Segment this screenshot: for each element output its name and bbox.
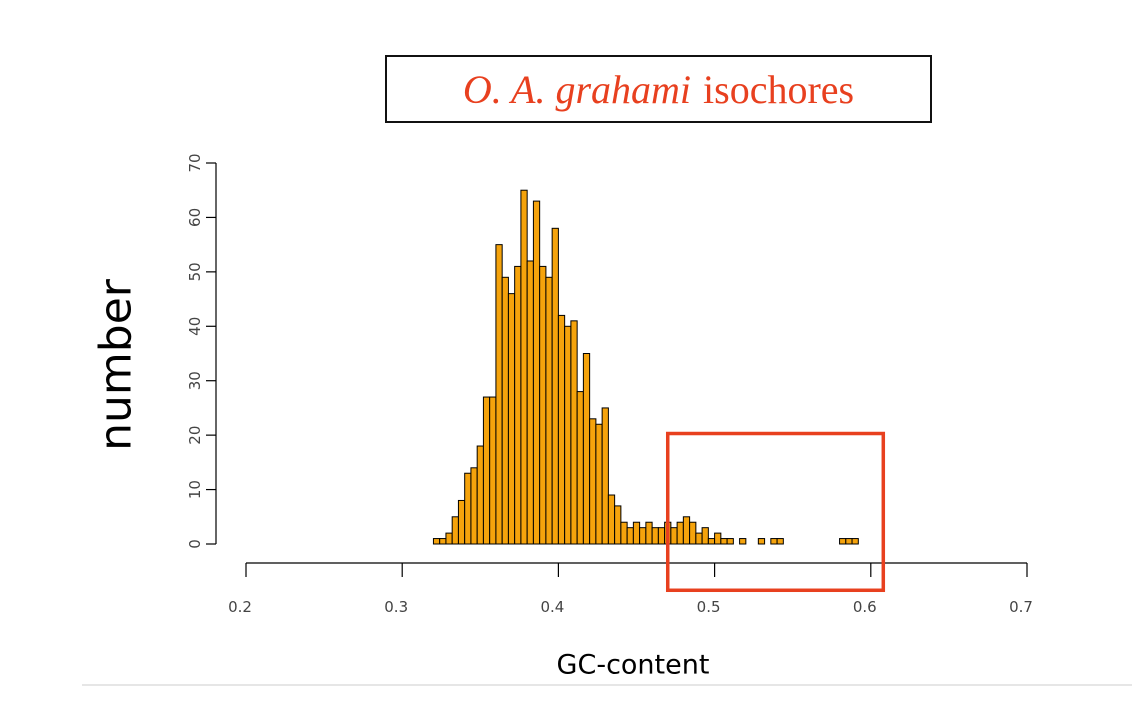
histogram-bar xyxy=(520,189,528,545)
histogram-bar xyxy=(626,527,634,545)
chart-title-rest: isochores xyxy=(703,66,855,112)
histogram-bar xyxy=(501,276,509,545)
histogram-bar xyxy=(714,532,722,545)
histogram-bar xyxy=(707,538,716,545)
histogram-bar xyxy=(739,538,747,545)
histogram-bar xyxy=(457,499,466,545)
histogram-bar xyxy=(576,391,584,545)
bottom-divider xyxy=(82,684,1132,686)
histogram-bar xyxy=(439,538,447,545)
histogram-bar xyxy=(620,521,628,545)
y-tick-label: 10 xyxy=(186,480,204,499)
chart-title-species: O. A. grahami xyxy=(462,66,692,112)
histogram-bar xyxy=(476,445,484,545)
histogram-bar xyxy=(676,521,684,545)
histogram-bar xyxy=(489,396,497,545)
x-tick-label: 0.4 xyxy=(540,598,564,616)
histogram-bar xyxy=(564,325,572,545)
histogram-bar xyxy=(689,521,697,545)
y-tick-label: 70 xyxy=(186,153,204,172)
y-tick-label: 40 xyxy=(186,317,204,336)
histogram-bar xyxy=(432,538,441,545)
highlight-box xyxy=(665,431,886,593)
histogram-bar xyxy=(701,527,709,545)
histogram-bar xyxy=(670,527,678,545)
histogram-bar xyxy=(482,396,491,545)
histogram-bar xyxy=(851,538,859,545)
x-axis: 0.2 0.3 0.4 0.5 0.6 0.7 xyxy=(228,562,1033,616)
histogram-bar xyxy=(495,244,503,545)
histogram-bar xyxy=(770,538,778,545)
histogram-bar xyxy=(657,527,666,545)
histogram-bar xyxy=(682,516,691,545)
histogram-bar xyxy=(845,538,853,545)
chart-title: O. A. grahami isochores xyxy=(385,55,932,123)
histogram-bar xyxy=(570,320,578,545)
histogram-bar xyxy=(651,527,659,545)
y-axis: 0 10 20 30 40 50 60 70 xyxy=(186,153,217,549)
histogram-bar xyxy=(607,494,616,545)
y-tick-label: 20 xyxy=(186,426,204,445)
y-axis-title: number xyxy=(90,279,142,451)
histogram-bar xyxy=(445,532,453,545)
histogram-bar xyxy=(639,527,647,545)
x-tick-label: 0.3 xyxy=(384,598,408,616)
y-tick-label: 30 xyxy=(186,371,204,390)
histogram-bar xyxy=(526,260,534,545)
histogram-bar xyxy=(839,538,847,545)
histogram-bar xyxy=(720,538,728,545)
histogram-bar xyxy=(464,472,472,545)
y-tick-label: 0 xyxy=(186,539,204,549)
histogram-bar xyxy=(726,538,734,545)
x-tick-label: 0.6 xyxy=(853,598,877,616)
histogram-bar xyxy=(507,293,516,545)
x-tick-label: 0.5 xyxy=(697,598,721,616)
histogram-bar xyxy=(557,314,566,545)
histogram-bar xyxy=(451,516,459,545)
x-axis-title: GC-content xyxy=(556,649,710,681)
y-tick-label: 50 xyxy=(186,262,204,281)
histogram-bar xyxy=(695,532,703,545)
histogram-bars xyxy=(432,189,859,545)
x-tick-label: 0.2 xyxy=(228,598,252,616)
y-tick-label: 60 xyxy=(186,208,204,227)
histogram-bar xyxy=(601,407,609,545)
histogram-bar xyxy=(551,227,559,545)
histogram-bar xyxy=(595,423,603,545)
histogram-bar xyxy=(589,418,597,545)
highlight-layer xyxy=(665,431,886,593)
histogram-bar xyxy=(776,538,784,545)
histogram-bar xyxy=(539,265,547,545)
histogram-bar xyxy=(645,521,653,545)
histogram-bar xyxy=(532,200,541,545)
histogram-bar xyxy=(470,467,478,545)
histogram-bar xyxy=(614,505,622,545)
histogram-bar xyxy=(545,276,553,545)
histogram-bar xyxy=(514,265,522,545)
histogram-bar xyxy=(582,353,591,545)
x-tick-label: 0.7 xyxy=(1009,598,1033,616)
histogram-bar xyxy=(757,538,766,545)
histogram-bar xyxy=(632,521,641,545)
